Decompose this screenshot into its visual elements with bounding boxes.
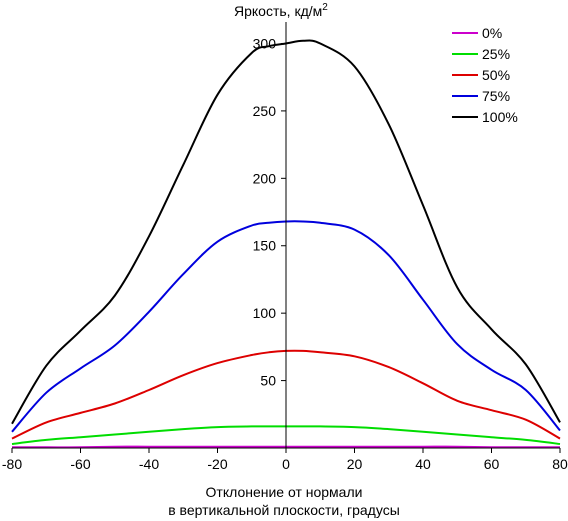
y-axis-label: Яркость, кд/м2 bbox=[234, 2, 328, 19]
x-tick-label: -20 bbox=[207, 456, 227, 472]
x-tick-label: -40 bbox=[139, 456, 159, 472]
x-axis-label-line2: в вертикальной плоскости, градусы bbox=[168, 502, 400, 518]
y-tick-label: 50 bbox=[260, 373, 276, 389]
x-tick-label: -80 bbox=[2, 456, 22, 472]
x-tick-label: 20 bbox=[347, 456, 363, 472]
x-tick-label: 0 bbox=[282, 456, 290, 472]
x-tick-label: 40 bbox=[415, 456, 431, 472]
x-axis-ticks: -80 -60 -40 -20 0 20 40 60 80 bbox=[2, 448, 568, 472]
legend-label: 100% bbox=[482, 109, 518, 125]
x-axis-label-line1: Отклонение от нормали bbox=[205, 484, 363, 500]
legend-label: 25% bbox=[482, 46, 510, 62]
y-axis-label-superscript: 2 bbox=[322, 2, 328, 13]
legend-label: 0% bbox=[482, 25, 502, 41]
y-tick-label: 200 bbox=[253, 170, 277, 186]
legend-label: 75% bbox=[482, 88, 510, 104]
x-tick-label: -60 bbox=[70, 456, 90, 472]
y-tick-label: 100 bbox=[253, 305, 277, 321]
legend: 0% 25% 50% 75% 100% bbox=[452, 25, 518, 125]
x-tick-label: 80 bbox=[552, 456, 568, 472]
legend-label: 50% bbox=[482, 67, 510, 83]
x-tick-label: 60 bbox=[484, 456, 500, 472]
y-axis-label-main: Яркость, кд/м bbox=[234, 3, 322, 19]
y-tick-label: 250 bbox=[253, 103, 277, 119]
y-tick-label: 150 bbox=[253, 238, 277, 254]
